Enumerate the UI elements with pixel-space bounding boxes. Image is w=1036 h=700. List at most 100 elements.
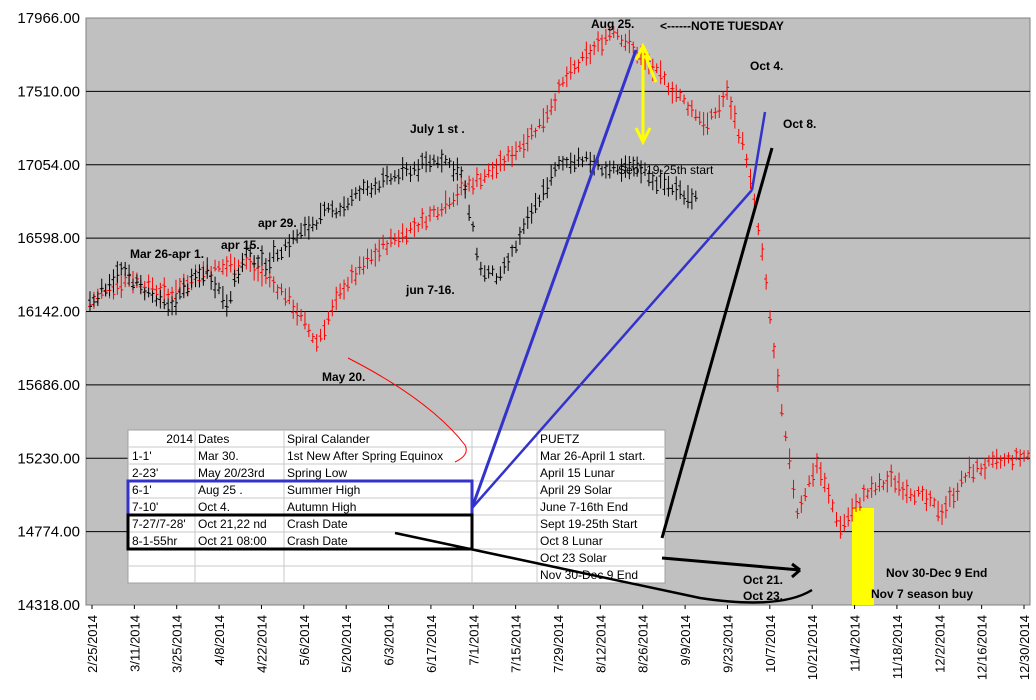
ohlc-bar (603, 161, 608, 179)
ohlc-bar (619, 34, 624, 47)
ohlc-bar (514, 240, 519, 254)
ohlc-bar (564, 156, 569, 168)
ohlc-bar (345, 276, 350, 292)
ohlc-bar (775, 368, 780, 392)
ohlc-bar (799, 495, 804, 513)
ohlc-bar (568, 152, 573, 174)
yellow-double-arrow (634, 42, 658, 146)
ohlc-bar (322, 201, 327, 217)
table-cell: Crash Date (287, 517, 348, 531)
ohlc-bar (435, 156, 440, 169)
ohlc-bar (521, 218, 526, 234)
ohlc-bar (635, 156, 640, 177)
ohlc-bar (697, 111, 702, 125)
table-cell: Oct 8 Lunar (540, 534, 603, 548)
table-cell: 6-1' (132, 483, 152, 497)
ohlc-bar (463, 180, 468, 199)
ohlc-bar (88, 291, 92, 312)
ohlc-bar (756, 222, 761, 236)
ohlc-bar (955, 482, 960, 501)
ohlc-bar (584, 151, 589, 162)
ohlc-bar (584, 41, 589, 66)
ohlc-bar (506, 145, 511, 162)
ohlc-bar (986, 455, 991, 467)
ohlc-bar (932, 497, 937, 508)
ohlc-bar (275, 284, 280, 300)
ohlc-bar (814, 453, 819, 474)
ohlc-bar (134, 274, 139, 286)
ann-aug25: Aug 25. (591, 17, 634, 31)
ann-jun7: jun 7-16. (405, 283, 455, 297)
table-cell: Oct 21 08:00 (198, 534, 267, 548)
ohlc-bar (971, 464, 976, 483)
ohlc-bar (345, 197, 350, 211)
ann-oct21: Oct 21. (743, 573, 783, 587)
ohlc-bar (498, 150, 503, 172)
ohlc-bar (592, 41, 597, 56)
ann-oct4: Oct 4. (750, 59, 783, 73)
ohlc-bar (353, 267, 358, 286)
ohlc-bar (850, 498, 855, 522)
ohlc-bar (146, 274, 151, 289)
x-axis-ticks: 2/25/2014 3/11/2014 3/25/2014 4/8/2014 4/22/… (85, 605, 1032, 680)
ohlc-bar (650, 171, 655, 191)
ohlc-bar (721, 91, 726, 108)
ohlc-bar (654, 176, 659, 194)
table-cell: 2-23' (132, 466, 158, 480)
ohlc-bar (1010, 454, 1015, 471)
ohlc-bar (95, 291, 100, 307)
ann-may20: May 20. (322, 370, 365, 384)
x-tick-label: 7/29/2014 (551, 615, 566, 673)
ohlc-bar (826, 483, 831, 504)
ohlc-bar (533, 127, 538, 138)
ohlc-bar (377, 239, 382, 262)
ohlc-bar (162, 277, 167, 300)
y-tick-label: 14318.00 (17, 597, 80, 614)
ohlc-bar (271, 276, 276, 293)
ohlc-bar (291, 230, 296, 245)
ohlc-bar (369, 182, 374, 198)
ohlc-bar (162, 299, 167, 310)
table-cell: Spring Low (287, 466, 347, 480)
ohlc-bar (572, 60, 577, 75)
ohlc-bar (310, 216, 315, 232)
ohlc-bar (494, 273, 499, 285)
ohlc-bar (682, 94, 687, 105)
ann-oct23: Oct 23. (743, 589, 783, 603)
ohlc-bar (603, 28, 608, 45)
table-cell: April 15 Lunar (540, 466, 615, 480)
ohlc-bar (314, 219, 319, 230)
ohlc-bar (658, 60, 663, 85)
x-tick-label: 4/8/2014 (212, 615, 227, 666)
ohlc-bar (908, 488, 913, 502)
ohlc-bar (537, 194, 542, 207)
y-tick-label: 17966.00 (17, 10, 80, 27)
ohlc-bar (631, 41, 636, 54)
ohlc-bar (299, 308, 304, 322)
ohlc-bar (146, 287, 151, 298)
ohlc-bar (138, 275, 143, 295)
ohlc-bar (216, 260, 221, 272)
ohlc-bar (557, 79, 561, 94)
ohlc-bar (924, 489, 929, 512)
calendar-table: 2014 Dates Spiral Calander PUETZ 1-1' Mar 30.… (126, 429, 666, 584)
ohlc-bar (252, 255, 257, 268)
ohlc-bar (412, 161, 417, 176)
ohlc-bar (943, 495, 948, 519)
ohlc-bar (439, 149, 444, 173)
ann-nov30: Nov 30-Dec 9 End (886, 566, 987, 580)
ohlc-bar (521, 134, 526, 158)
ohlc-bar (302, 216, 307, 237)
connector-lines (347, 49, 813, 604)
ohlc-bar (834, 512, 839, 527)
ohlc-bar (447, 197, 452, 210)
ohlc-bar (599, 34, 604, 56)
ohlc-bar (443, 190, 448, 214)
ohlc-bar (279, 247, 284, 261)
ohlc-bar (897, 472, 902, 496)
series-red (88, 25, 1030, 539)
ohlc-bar (994, 448, 999, 470)
ohlc-bar (103, 283, 108, 296)
ohlc-bar (408, 165, 413, 182)
table-cell: Dates (198, 432, 229, 446)
